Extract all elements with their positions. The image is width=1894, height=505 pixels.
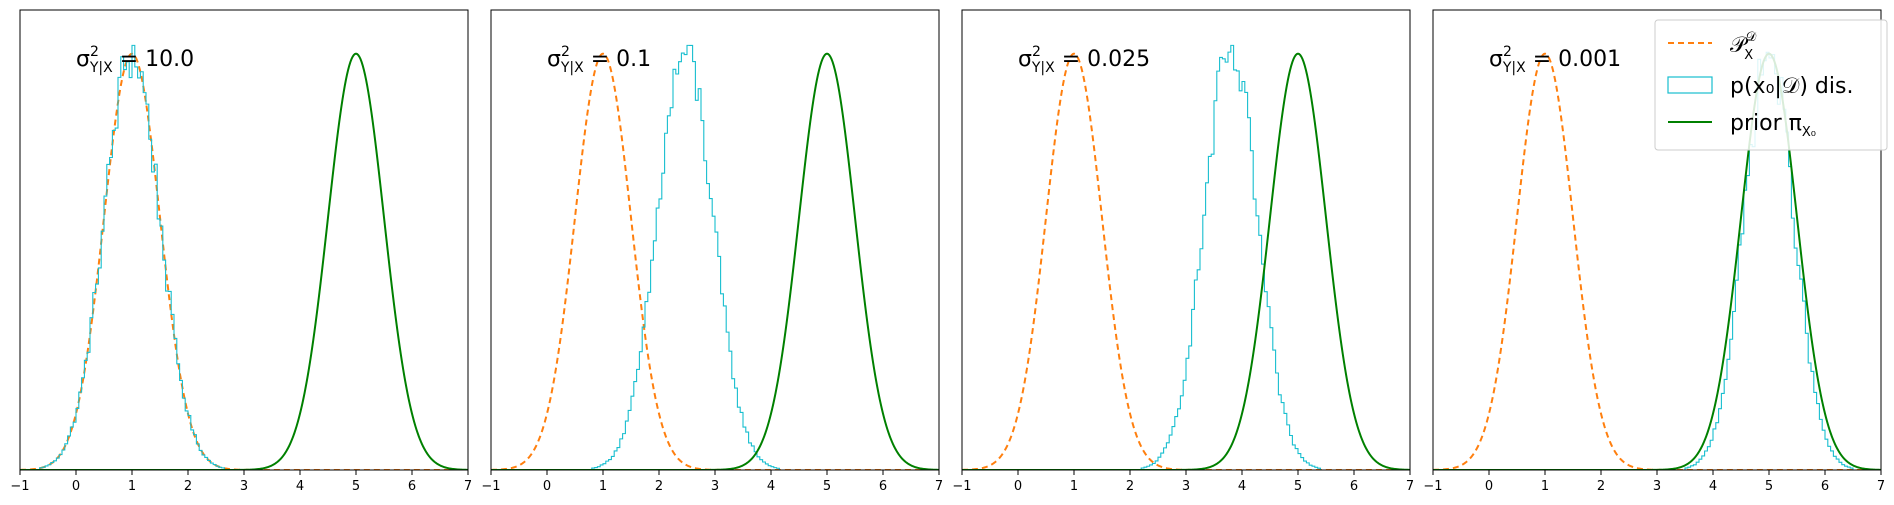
x-tick-label: 3 (1182, 479, 1190, 494)
posterior-histogram (962, 44, 1410, 470)
posterior-histogram (1433, 51, 1881, 470)
panels: −1 0 1 2 3 4 5 6 7 σ2 Y|X = 10.0 −1 0 1 2 3 4 5 6 7 σ2 Y|X = … (10, 9, 1885, 494)
x-tick-label: 5 (352, 479, 360, 494)
plot-area (962, 44, 1410, 470)
x-tick-label: 6 (1821, 479, 1829, 494)
legend-label-prior: prior πX₀ (1730, 111, 1816, 140)
x-tick-label: 4 (1238, 479, 1246, 494)
legend-marker-posterior-hist (1667, 76, 1713, 94)
axes-frame (961, 9, 1411, 471)
plot-area (20, 44, 468, 470)
prior-curve (491, 52, 939, 470)
x-tick-label: 6 (1350, 479, 1358, 494)
x-tick-label: −1 (952, 479, 971, 494)
panel-1: −1 0 1 2 3 4 5 6 7 σ2 Y|X = 10.0 (10, 9, 472, 494)
legend-label-posterior-hist: p(x₀|𝒟) dis. (1730, 74, 1853, 99)
x-tick-label: −1 (481, 479, 500, 494)
plot-area (491, 44, 939, 470)
x-tick-label: −1 (1423, 479, 1442, 494)
x-tick-label: 6 (879, 479, 887, 494)
x-tick-label: 1 (599, 479, 607, 494)
panel-title: σ2 Y|X = 0.1 (547, 44, 651, 76)
x-tick-label: 0 (543, 479, 551, 494)
panel-title: σ2 Y|X = 10.0 (76, 44, 194, 76)
x-tick-label: 2 (655, 479, 663, 494)
data-dist-curve (962, 52, 1410, 470)
x-tick-label: 0 (1485, 479, 1493, 494)
x-tick-label: 1 (1541, 479, 1549, 494)
x-tick-label: 4 (1709, 479, 1717, 494)
x-tick-label: 4 (296, 479, 304, 494)
x-tick-label: 1 (128, 479, 136, 494)
x-tick-label: 2 (184, 479, 192, 494)
x-tick-label: 6 (408, 479, 416, 494)
x-tick-label: 0 (1014, 479, 1022, 494)
x-tick-label: 5 (1294, 479, 1302, 494)
panel-4: −1 0 1 2 3 4 5 6 7 σ2 Y|X = 0.001 (1423, 9, 1885, 494)
x-tick-label: 3 (711, 479, 719, 494)
axes-frame (490, 9, 940, 471)
x-tick-label: 7 (464, 479, 472, 494)
legend-label-data-dist: 𝒫𝒟 X (1730, 30, 1757, 63)
x-tick-label: 5 (1765, 479, 1773, 494)
x-tick-label: 3 (240, 479, 248, 494)
data-dist-curve (20, 52, 468, 470)
prior-curve (20, 52, 468, 470)
x-tick-label: 7 (1877, 479, 1885, 494)
posterior-histogram (20, 44, 468, 470)
prior-curve (962, 52, 1410, 470)
posterior-histogram (491, 44, 939, 470)
x-tick-label: 5 (823, 479, 831, 494)
legend: 𝒫𝒟 X p(x₀|𝒟) dis. prior πX₀ (1654, 19, 1888, 151)
panel-title: σ2 Y|X = 0.025 (1018, 44, 1150, 76)
panel-2: −1 0 1 2 3 4 5 6 7 σ2 Y|X = 0.1 (481, 9, 943, 494)
panel-title: σ2 Y|X = 0.001 (1489, 44, 1621, 76)
x-tick-label: 1 (1070, 479, 1078, 494)
x-tick-label: 0 (72, 479, 80, 494)
x-tick-label: 4 (767, 479, 775, 494)
x-tick-label: 2 (1126, 479, 1134, 494)
x-tick-label: −1 (10, 479, 29, 494)
legend-frame (1654, 19, 1888, 151)
x-tick-label: 7 (935, 479, 943, 494)
data-dist-curve (491, 52, 939, 470)
panel-3: −1 0 1 2 3 4 5 6 7 σ2 Y|X = 0.025 (952, 9, 1414, 494)
x-tick-label: 3 (1653, 479, 1661, 494)
x-tick-label: 7 (1406, 479, 1414, 494)
x-tick-label: 2 (1597, 479, 1605, 494)
axes-frame (19, 9, 469, 471)
